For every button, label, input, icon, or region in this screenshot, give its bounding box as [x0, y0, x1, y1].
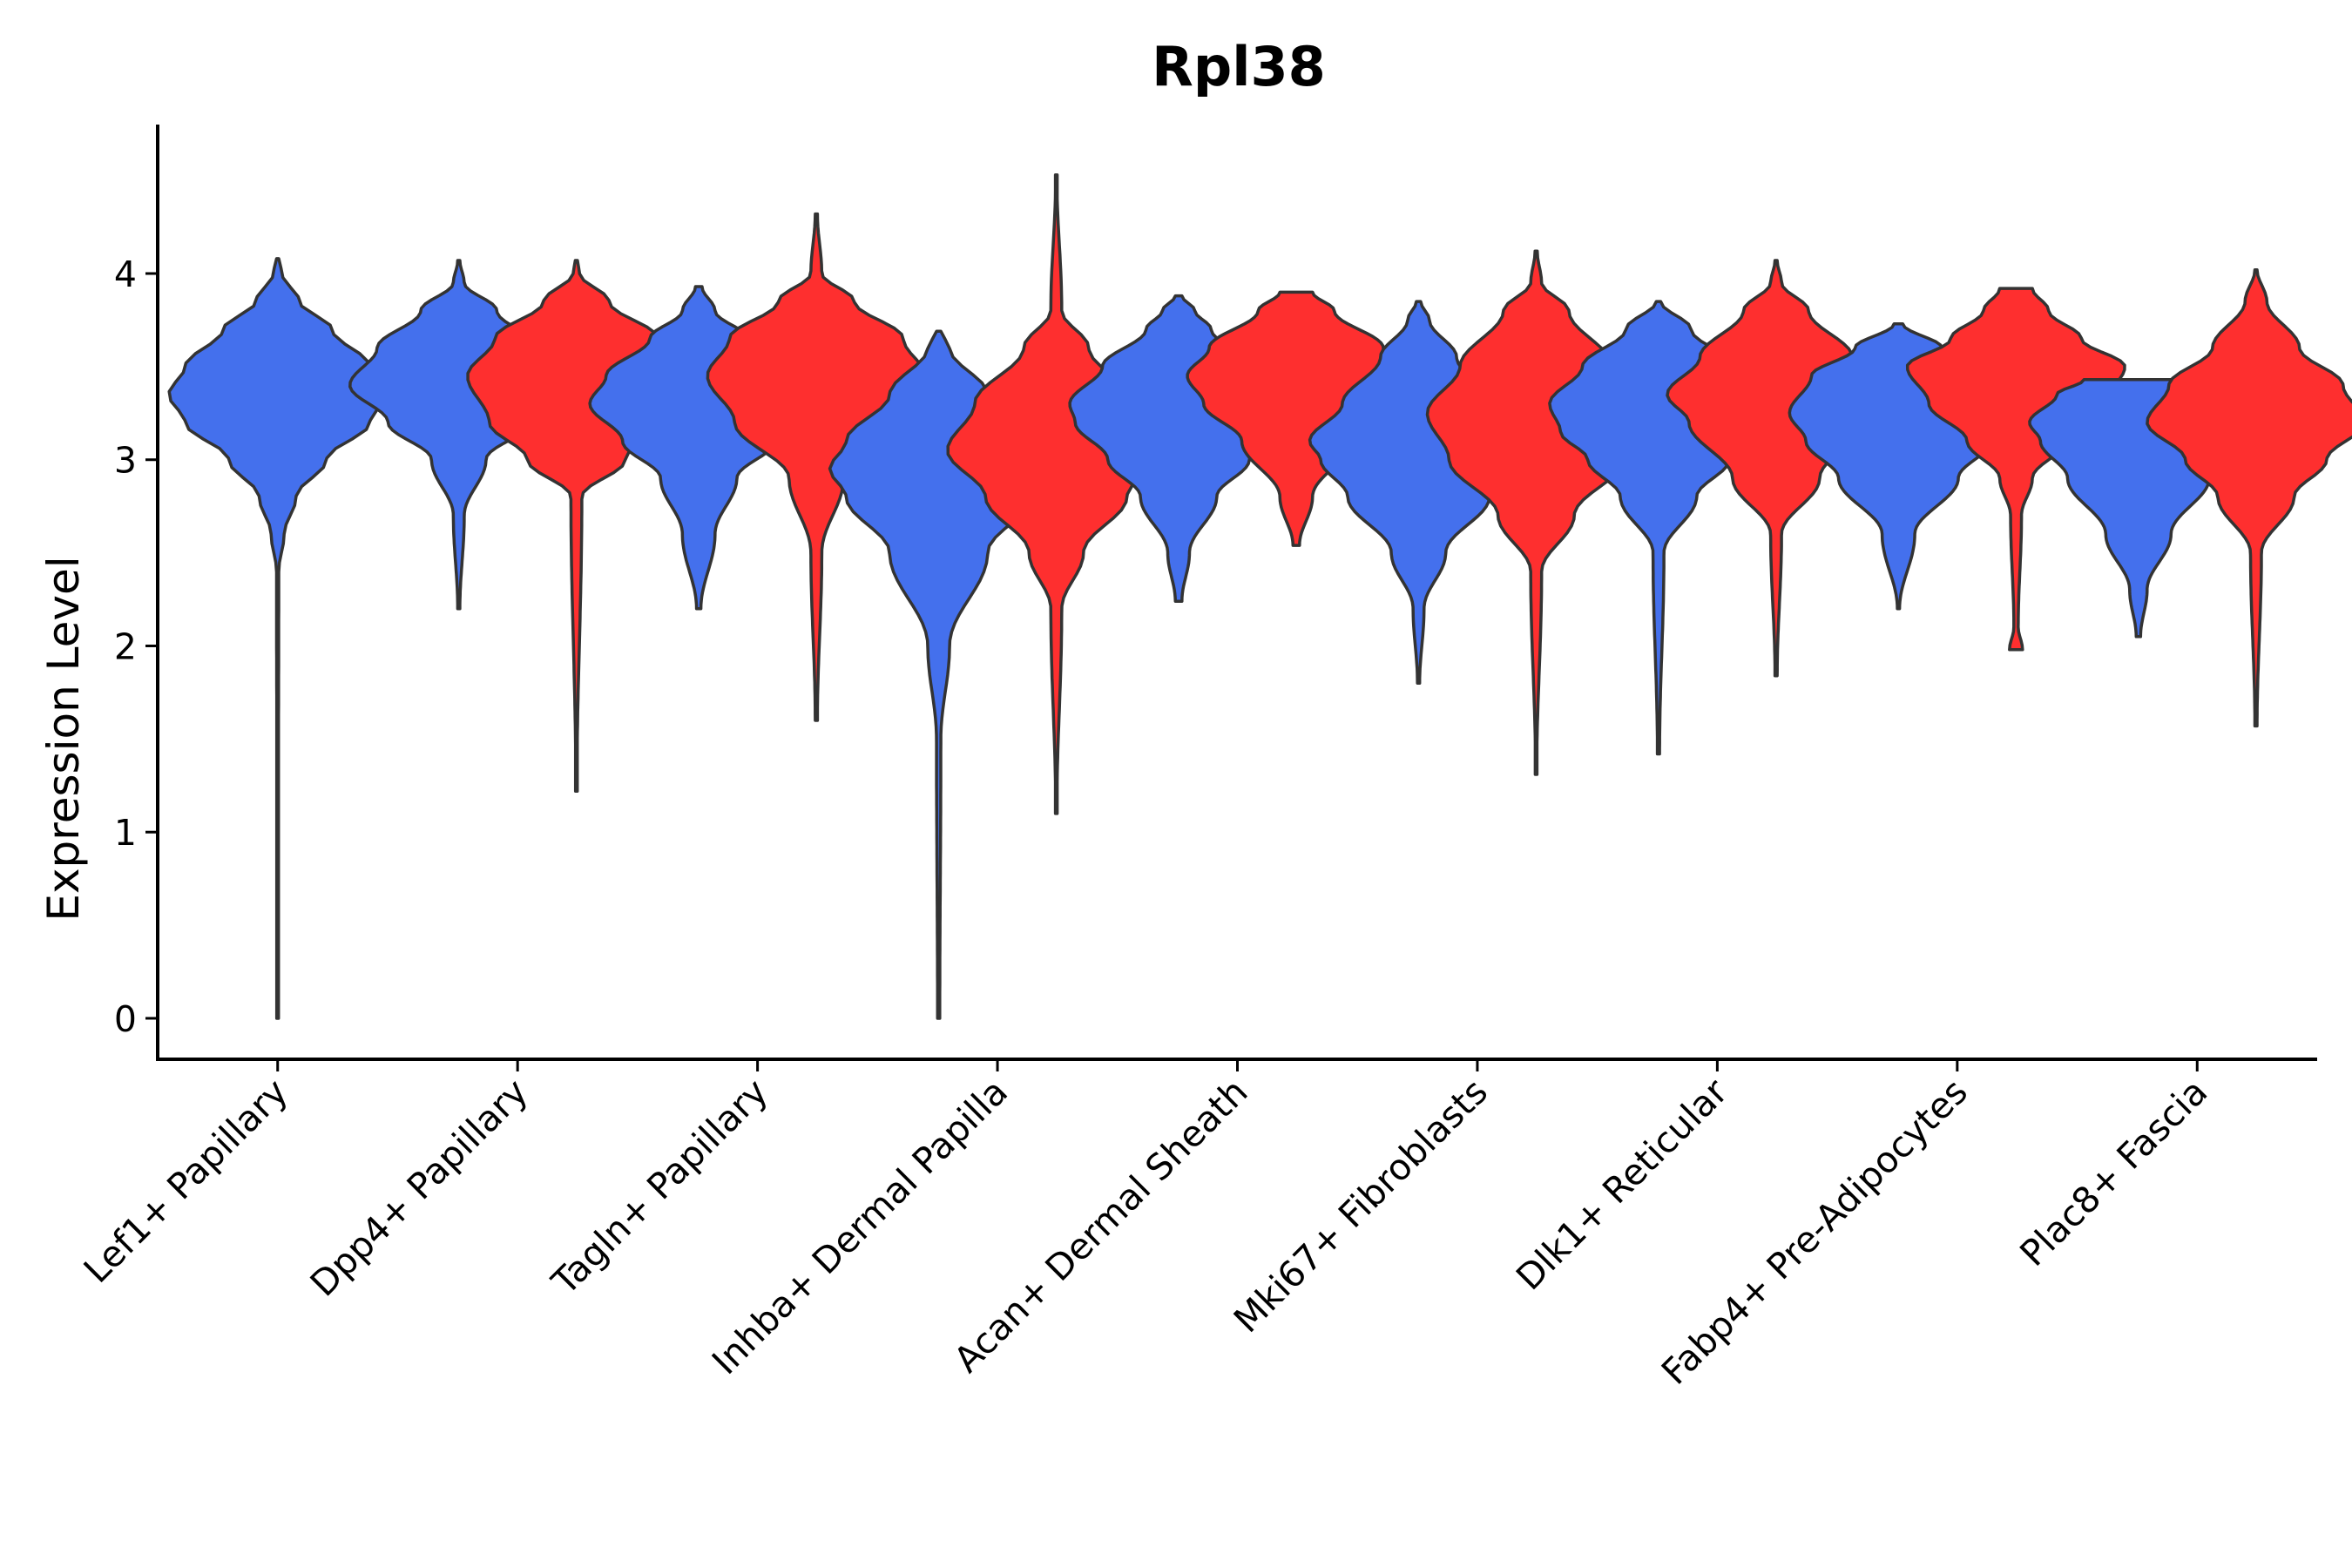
y-tick-label: 1 — [114, 812, 137, 854]
y-tick-label: 3 — [114, 440, 137, 482]
violins-layer — [167, 172, 2352, 1020]
y-tick-label: 0 — [114, 998, 137, 1040]
y-tick-label: 4 — [114, 253, 137, 295]
x-tick-label: Dlk1+ Reticular — [1508, 1071, 1735, 1298]
violin-group1-1 — [167, 257, 388, 1020]
x-tick-label: Mki67+ Fibroblasts — [1226, 1071, 1496, 1341]
x-tick-label: Dpp4+ Papillary — [302, 1071, 536, 1304]
violin-group2-3 — [706, 212, 927, 722]
x-tick-label: Tagln+ Papillary — [544, 1071, 776, 1303]
y-tick-label: 2 — [114, 625, 137, 667]
chart-title: Rpl38 — [1152, 35, 1326, 98]
violin-group2-9 — [2146, 267, 2352, 728]
violin-group2-8 — [1905, 287, 2126, 652]
x-tick-label: Plac8+ Fascia — [2012, 1071, 2216, 1274]
violin-group2-4 — [946, 172, 1166, 815]
y-axis-label: Expression Level — [38, 556, 89, 921]
x-tick-label: Lef1+ Papillary — [76, 1071, 296, 1291]
